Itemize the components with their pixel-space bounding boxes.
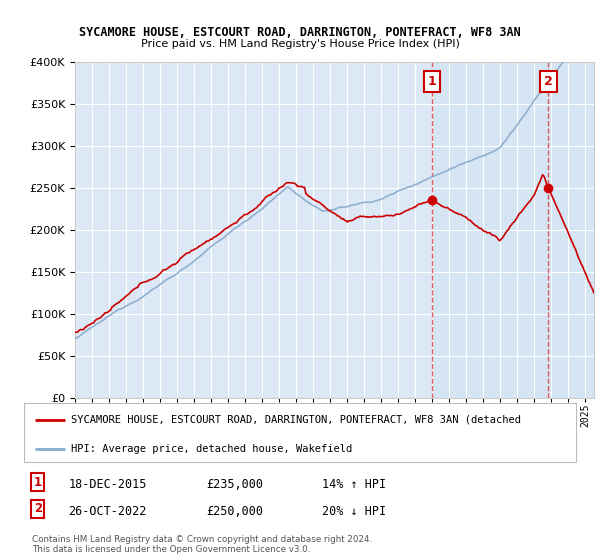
Text: Price paid vs. HM Land Registry's House Price Index (HPI): Price paid vs. HM Land Registry's House … xyxy=(140,39,460,49)
Text: 14% ↑ HPI: 14% ↑ HPI xyxy=(322,478,386,491)
Text: 2: 2 xyxy=(544,75,553,88)
Text: £235,000: £235,000 xyxy=(206,478,263,491)
Text: 20% ↓ HPI: 20% ↓ HPI xyxy=(322,505,386,518)
Text: Contains HM Land Registry data © Crown copyright and database right 2024.
This d: Contains HM Land Registry data © Crown c… xyxy=(32,535,373,554)
Text: 1: 1 xyxy=(34,475,42,488)
Text: 18-DEC-2015: 18-DEC-2015 xyxy=(68,478,146,491)
Text: SYCAMORE HOUSE, ESTCOURT ROAD, DARRINGTON, PONTEFRACT, WF8 3AN: SYCAMORE HOUSE, ESTCOURT ROAD, DARRINGTO… xyxy=(79,26,521,39)
Text: SYCAMORE HOUSE, ESTCOURT ROAD, DARRINGTON, PONTEFRACT, WF8 3AN (detached: SYCAMORE HOUSE, ESTCOURT ROAD, DARRINGTO… xyxy=(71,414,521,424)
Text: 2: 2 xyxy=(34,502,42,515)
Bar xyxy=(431,62,594,398)
Text: HPI: Average price, detached house, Wakefield: HPI: Average price, detached house, Wake… xyxy=(71,444,352,454)
Text: 1: 1 xyxy=(427,75,436,88)
Text: 26-OCT-2022: 26-OCT-2022 xyxy=(68,505,146,518)
Text: £250,000: £250,000 xyxy=(206,505,263,518)
